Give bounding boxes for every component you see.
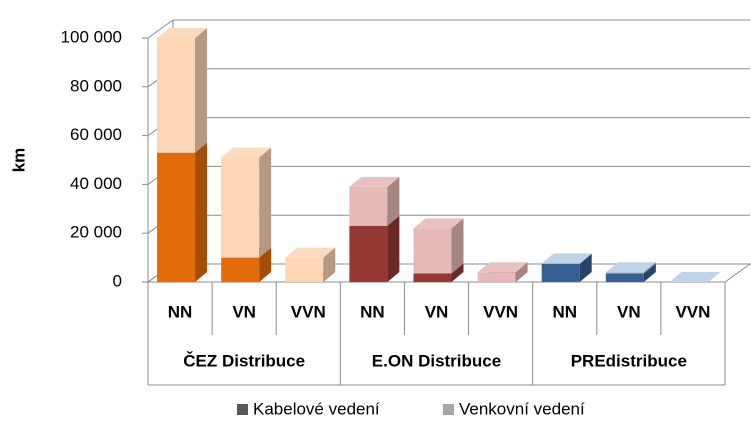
bar-side [451, 263, 464, 282]
bar-top [285, 247, 336, 258]
group-label: PREdistribuce [571, 351, 687, 370]
y-tick-label: 100 000 [61, 27, 122, 46]
bar-top [669, 272, 720, 282]
bar-side [259, 247, 272, 282]
bar-side [195, 142, 208, 282]
bar-side [195, 28, 208, 153]
legend-label: Kabelové vedení [253, 399, 380, 418]
bar-front [605, 273, 644, 282]
x-tick-label: NN [552, 302, 577, 321]
bar-side [323, 247, 336, 282]
x-tick-label: VN [425, 302, 449, 321]
bar-side [515, 262, 528, 282]
bar-side [579, 253, 592, 282]
bar-top [157, 28, 208, 38]
group-label: ČEZ Distribuce [183, 351, 305, 370]
grid-line [147, 117, 750, 137]
bar-front [157, 152, 196, 282]
bar-top [477, 262, 528, 273]
legend-swatch [237, 404, 248, 415]
x-tick-label: VVN [483, 302, 518, 321]
grid-line [147, 19, 750, 39]
bar-side [643, 262, 656, 274]
y-tick-label: 0 [113, 271, 122, 290]
bar-top [605, 262, 656, 273]
bar-top [349, 176, 400, 187]
bar-side [387, 176, 400, 226]
group-label: E.ON Distribuce [372, 351, 501, 370]
bar-side [387, 215, 400, 282]
bar-front [605, 272, 644, 274]
bar-top [413, 218, 464, 229]
y-axis-title: km [9, 148, 28, 173]
x-tick-label: VVN [675, 302, 710, 321]
bar-front [349, 186, 388, 226]
legend-label: Venkovní vedení [459, 399, 585, 418]
x-tick-label: VN [617, 302, 641, 321]
y-tick-label: 20 000 [70, 223, 122, 242]
bar-front [541, 263, 580, 282]
bar-front [477, 272, 516, 282]
x-tick-label: NN [168, 302, 193, 321]
bar-side [451, 218, 464, 274]
bar-front [413, 273, 452, 282]
bar-top [541, 253, 592, 264]
bar-front [221, 257, 260, 282]
bar-side [259, 147, 272, 258]
x-tick-label: NN [360, 302, 385, 321]
y-tick-label: 40 000 [70, 174, 122, 193]
bar-front [157, 38, 196, 153]
y-tick-label: 60 000 [70, 125, 122, 144]
bar-front [349, 225, 388, 282]
legend-swatch [443, 404, 454, 415]
bar-top [221, 147, 272, 158]
y-tick-label: 80 000 [70, 76, 122, 95]
bar-side [643, 263, 656, 282]
x-tick-label: VN [232, 302, 256, 321]
bar-front [285, 257, 324, 282]
bar-front [221, 157, 260, 258]
grid-line [147, 68, 750, 88]
x-tick-label: VVN [291, 302, 326, 321]
bar-front [413, 228, 452, 274]
